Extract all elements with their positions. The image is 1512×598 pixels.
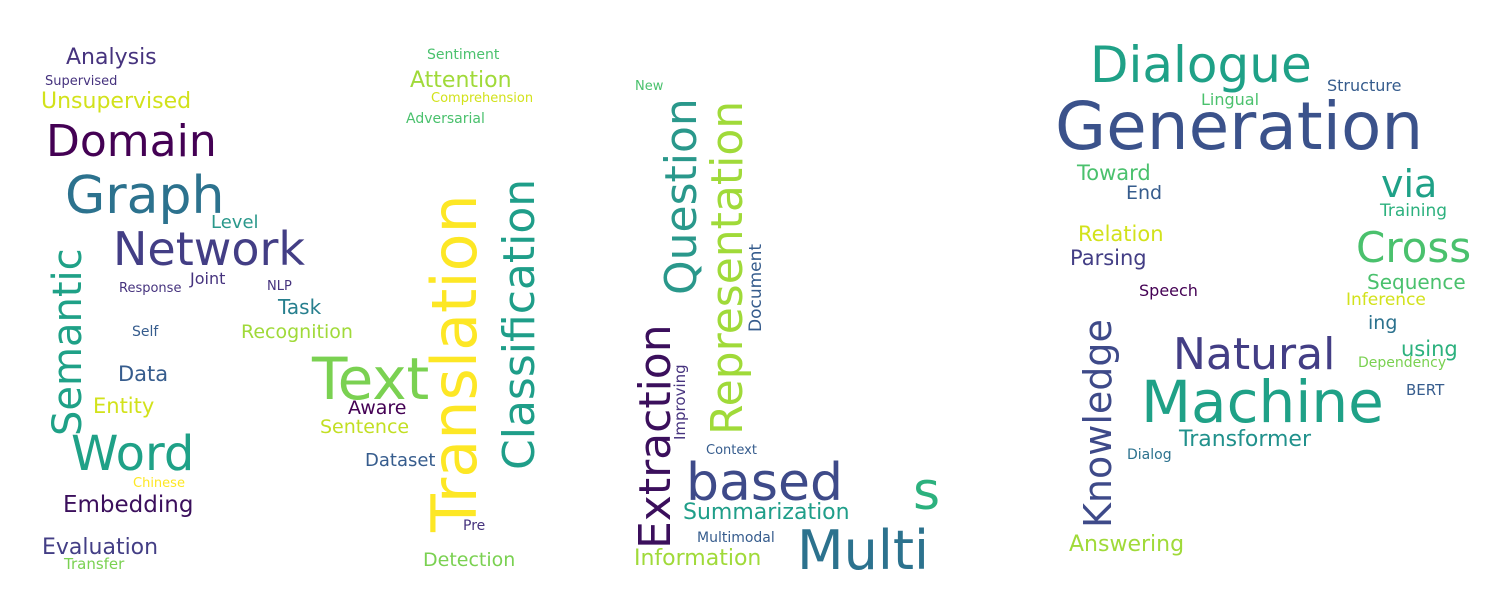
word-chinese: Chinese xyxy=(133,476,185,491)
word-response: Response xyxy=(119,281,182,296)
word-answering: Answering xyxy=(1069,532,1185,557)
word-dialog: Dialog xyxy=(1127,447,1172,463)
word-improving: Improving xyxy=(671,364,689,440)
word-network: Network xyxy=(113,222,306,276)
word-question: Question xyxy=(656,98,707,295)
word-summarization: Summarization xyxy=(683,500,850,525)
word-classification: Classification xyxy=(494,178,545,470)
word-semantic: Semantic xyxy=(45,248,91,436)
word-unsupervised: Unsupervised xyxy=(41,89,192,114)
word-ing: ing xyxy=(1368,312,1398,334)
word-multimodal: Multimodal xyxy=(697,530,775,546)
word-lingual: Lingual xyxy=(1201,90,1260,109)
word-self: Self xyxy=(132,324,159,340)
word-sentence: Sentence xyxy=(320,416,410,438)
word-via: via xyxy=(1381,162,1438,206)
word-speech: Speech xyxy=(1139,281,1198,300)
word-attention: Attention xyxy=(410,68,512,93)
word-s: s xyxy=(913,462,941,522)
word-using: using xyxy=(1401,337,1458,361)
word-task: Task xyxy=(278,295,322,319)
word-document: Document xyxy=(746,243,766,332)
word-training: Training xyxy=(1380,201,1448,221)
word-relation: Relation xyxy=(1078,222,1164,246)
word-structure: Structure xyxy=(1327,76,1402,95)
word-end: End xyxy=(1126,182,1163,204)
word-new: New xyxy=(635,79,664,94)
word-sequence: Sequence xyxy=(1367,270,1466,294)
word-data: Data xyxy=(118,362,169,386)
word-joint: Joint xyxy=(190,269,226,288)
word-text: Text xyxy=(312,345,430,413)
word-graph: Graph xyxy=(65,166,225,226)
word-cross: Cross xyxy=(1356,223,1472,272)
word-dataset: Dataset xyxy=(365,450,436,471)
word-aware: Aware xyxy=(348,397,407,419)
word-transfer: Transfer xyxy=(64,555,125,573)
word-entity: Entity xyxy=(93,394,155,418)
word-nlp: NLP xyxy=(267,279,292,294)
word-translation: Translation xyxy=(418,194,491,532)
word-recognition: Recognition xyxy=(241,321,353,343)
word-dependency: Dependency xyxy=(1358,355,1447,371)
word-adversarial: Adversarial xyxy=(406,111,485,127)
word-pre: Pre xyxy=(463,518,486,534)
word-inference: Inference xyxy=(1346,290,1426,310)
word-word: Word xyxy=(71,426,195,482)
word-transformer: Transformer xyxy=(1179,427,1312,452)
word-evaluation: Evaluation xyxy=(42,535,159,560)
word-comprehension: Comprehension xyxy=(431,91,534,106)
word-embedding: Embedding xyxy=(63,492,194,518)
word-supervised: Supervised xyxy=(45,74,118,89)
word-multi: Multi xyxy=(797,519,929,582)
word-level: Level xyxy=(211,212,259,233)
word-analysis: Analysis xyxy=(66,45,157,70)
word-sentiment: Sentiment xyxy=(427,47,500,63)
word-natural: Natural xyxy=(1173,329,1336,380)
word-information: Information xyxy=(634,546,762,571)
word-parsing: Parsing xyxy=(1070,246,1147,270)
word-generation: Generation xyxy=(1055,88,1424,165)
word-representation: Representation xyxy=(702,100,753,435)
word-detection: Detection xyxy=(423,549,516,571)
word-toward: Toward xyxy=(1077,161,1151,185)
word-based: based xyxy=(686,453,843,513)
word-domain: Domain xyxy=(46,116,217,167)
word-machine: Machine xyxy=(1141,368,1384,436)
word-context: Context xyxy=(706,443,757,458)
word-bert: BERT xyxy=(1406,381,1445,399)
word-dialogue: Dialogue xyxy=(1090,36,1312,94)
word-knowledge: Knowledge xyxy=(1076,319,1120,528)
